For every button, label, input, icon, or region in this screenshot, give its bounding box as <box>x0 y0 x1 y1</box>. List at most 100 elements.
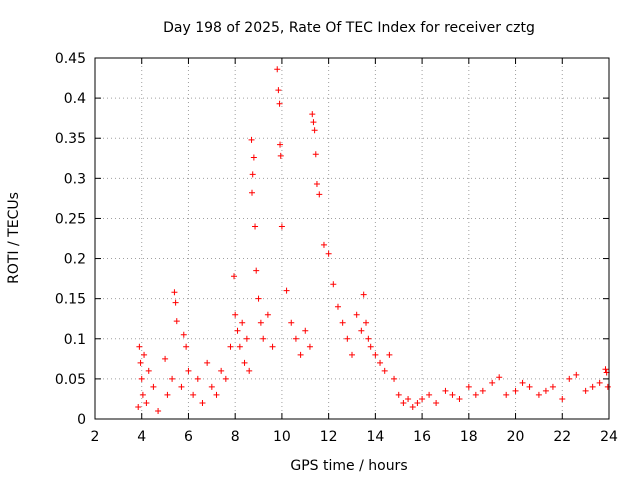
data-point <box>313 180 320 187</box>
data-point <box>150 383 157 390</box>
data-point <box>277 152 284 159</box>
data-point <box>183 343 190 350</box>
data-point <box>596 379 603 386</box>
data-point <box>283 287 290 294</box>
data-point <box>426 391 433 398</box>
data-point <box>194 375 201 382</box>
data-point <box>503 391 510 398</box>
data-point <box>239 319 246 326</box>
data-point <box>231 273 238 280</box>
x-tick-label: 16 <box>413 429 431 445</box>
data-point <box>489 379 496 386</box>
data-point <box>542 387 549 394</box>
data-point <box>250 154 257 161</box>
data-point <box>302 327 309 334</box>
data-point <box>604 383 611 390</box>
data-point <box>391 375 398 382</box>
data-point <box>218 367 225 374</box>
data-point <box>419 395 426 402</box>
data-point <box>274 66 281 73</box>
data-point <box>349 351 355 358</box>
x-tick-label: 10 <box>273 429 291 445</box>
x-tick-label: 14 <box>366 429 384 445</box>
data-point <box>249 189 256 196</box>
data-point <box>512 387 519 394</box>
data-point <box>236 343 243 350</box>
data-point <box>309 111 316 118</box>
data-point <box>248 136 255 143</box>
data-point <box>472 391 479 398</box>
data-point <box>395 391 402 398</box>
data-point <box>171 289 178 296</box>
data-point <box>276 100 283 107</box>
data-point <box>145 367 152 374</box>
data-point <box>135 403 142 410</box>
data-point <box>360 291 367 298</box>
y-tick-label: 0.25 <box>55 211 86 227</box>
data-point <box>243 335 250 342</box>
data-point <box>297 351 304 358</box>
y-tick-label: 0.1 <box>64 332 86 348</box>
data-point <box>442 387 449 394</box>
data-point <box>164 391 171 398</box>
data-point <box>316 191 323 198</box>
data-point <box>143 399 150 406</box>
data-point <box>169 375 176 382</box>
data-point <box>199 399 206 406</box>
data-point <box>257 319 264 326</box>
data-point <box>312 151 319 158</box>
data-point <box>339 319 346 326</box>
data-point <box>409 403 416 410</box>
x-axis-label: GPS time / hours <box>290 458 407 474</box>
data-point <box>213 391 220 398</box>
data-point <box>367 343 374 350</box>
data-point <box>255 295 262 302</box>
data-point <box>190 391 197 398</box>
data-point <box>288 319 295 326</box>
y-tick-label: 0.4 <box>64 91 86 107</box>
data-point <box>344 335 351 342</box>
data-point <box>365 335 372 342</box>
data-point <box>222 375 229 382</box>
data-point <box>405 395 412 402</box>
data-point <box>386 351 393 358</box>
y-tick-label: 0.2 <box>64 252 86 268</box>
data-point <box>137 359 144 366</box>
data-point <box>269 343 276 350</box>
data-point <box>400 399 407 406</box>
data-point <box>178 383 185 390</box>
data-point <box>573 371 580 378</box>
data-point <box>602 366 609 373</box>
data-point <box>320 241 327 248</box>
grid-lines <box>95 58 609 419</box>
data-point <box>358 327 365 334</box>
x-tick-label: 2 <box>91 429 100 445</box>
data-point <box>141 351 148 358</box>
data-point <box>204 359 211 366</box>
chart-title: Day 198 of 2025, Rate Of TEC Index for r… <box>163 20 535 36</box>
data-point <box>260 335 267 342</box>
data-point <box>234 327 241 334</box>
data-point <box>277 141 284 148</box>
x-tick-label: 20 <box>507 429 525 445</box>
data-point <box>559 395 566 402</box>
data-point <box>433 399 440 406</box>
data-point <box>535 391 542 398</box>
x-tick-label: 18 <box>460 429 478 445</box>
data-point <box>377 359 384 366</box>
data-point <box>180 331 187 338</box>
data-point <box>414 399 421 406</box>
data-point <box>208 383 215 390</box>
x-tick-label: 12 <box>320 429 338 445</box>
data-point <box>246 367 253 374</box>
data-point <box>155 407 162 414</box>
y-tick-label: 0.15 <box>55 292 86 308</box>
x-axis-ticks: 2 4 6 8 10 12 14 16 18 20 22 24 <box>91 58 618 445</box>
data-point <box>479 387 486 394</box>
data-point <box>136 343 143 350</box>
y-tick-label: 0.45 <box>55 51 86 67</box>
data-point <box>292 335 299 342</box>
x-tick-label: 8 <box>231 429 240 445</box>
